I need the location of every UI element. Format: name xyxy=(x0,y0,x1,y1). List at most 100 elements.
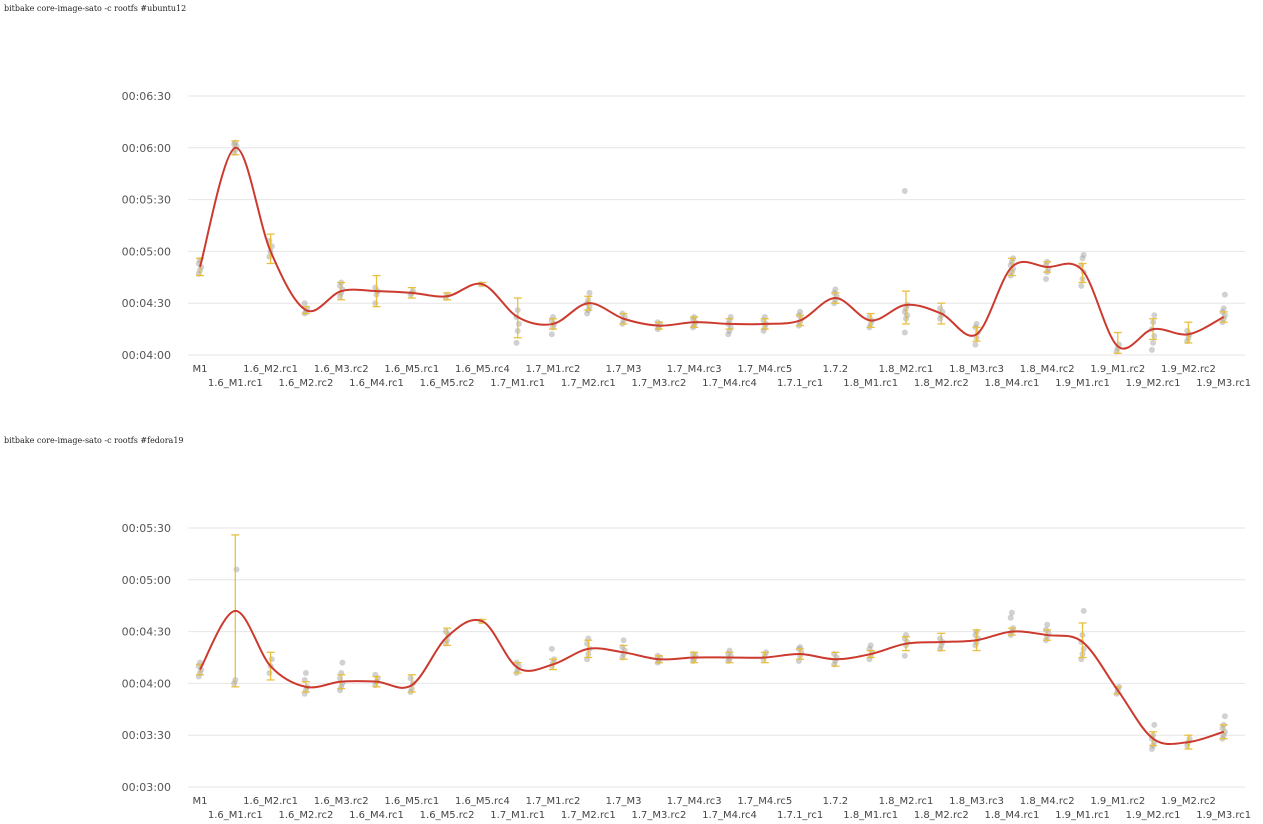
sample-point xyxy=(972,341,979,348)
sample-point xyxy=(937,305,944,312)
sample-point xyxy=(372,284,379,291)
chart-caption-ubuntu12: bitbake core-image-sato -c rootfs #ubunt… xyxy=(4,4,187,13)
x-tick-label: 1.7.2 xyxy=(823,796,848,807)
x-tick-label: 1.8_M1.rc1 xyxy=(843,810,898,821)
x-tick-label: 1.6_M5.rc2 xyxy=(420,378,475,389)
sample-point xyxy=(725,331,732,338)
x-tick-label: 1.8_M4.rc2 xyxy=(1020,796,1075,807)
error-bar xyxy=(902,290,910,325)
x-tick-label: 1.6_M1.rc1 xyxy=(208,810,263,821)
x-tick-label: 1.6_M2.rc2 xyxy=(278,810,333,821)
sample-point xyxy=(586,289,593,296)
y-tick-label: 00:03:00 xyxy=(122,781,171,794)
x-tick-label: 1.7_M4.rc5 xyxy=(737,796,792,807)
sample-point xyxy=(548,331,555,338)
x-tick-label: 1.9_M3.rc1 xyxy=(1196,810,1251,821)
x-tick-label: 1.6_M5.rc2 xyxy=(420,810,475,821)
sample-point xyxy=(901,652,908,659)
error-bar xyxy=(1078,262,1087,284)
sample-point xyxy=(1221,713,1228,720)
x-tick-label: 1.6_M5.rc1 xyxy=(384,364,439,375)
x-tick-label: 1.8_M2.rc1 xyxy=(879,364,934,375)
x-tick-label: 1.7.2 xyxy=(823,364,848,375)
x-tick-label: 1.7_M4.rc5 xyxy=(737,364,792,375)
y-tick-label: 00:04:00 xyxy=(122,677,171,690)
x-tick-label: 1.9_M2.rc1 xyxy=(1126,810,1181,821)
sample-point xyxy=(901,329,908,336)
x-tick-label: 1.9_M2.rc2 xyxy=(1161,364,1216,375)
x-tick-label: 1.7_M2.rc1 xyxy=(561,378,616,389)
sample-point xyxy=(548,645,555,652)
x-tick-label: 1.7_M1.rc2 xyxy=(526,364,581,375)
x-tick-label: 1.8_M2.rc2 xyxy=(914,810,969,821)
sample-point xyxy=(513,339,520,346)
x-tick-label: 1.9_M3.rc1 xyxy=(1196,378,1251,389)
sample-point xyxy=(301,300,308,307)
x-tick-label: 1.8_M1.rc1 xyxy=(843,378,898,389)
sample-point xyxy=(1078,282,1085,289)
sample-point xyxy=(268,656,275,663)
x-tick-label: 1.9_M1.rc1 xyxy=(1055,810,1110,821)
x-tick-label: 1.9_M1.rc1 xyxy=(1055,378,1110,389)
y-tick-label: 00:06:00 xyxy=(122,142,171,155)
sample-point xyxy=(1148,346,1155,353)
x-tick-label: 1.8_M2.rc1 xyxy=(879,796,934,807)
x-tick-label: 1.8_M2.rc2 xyxy=(914,378,969,389)
sample-point xyxy=(1080,607,1087,614)
x-tick-label: 1.6_M3.rc2 xyxy=(314,364,369,375)
x-tick-label: 1.6_M5.rc4 xyxy=(455,364,510,375)
sample-point xyxy=(515,320,522,327)
x-tick-label: 1.6_M2.rc1 xyxy=(243,364,298,375)
sample-point xyxy=(1221,291,1228,298)
x-tick-label: 1.8_M4.rc2 xyxy=(1020,364,1075,375)
sample-point xyxy=(266,670,273,677)
sample-point xyxy=(973,320,980,327)
x-tick-label: 1.6_M4.rc1 xyxy=(349,378,404,389)
sample-point xyxy=(1148,746,1155,753)
x-tick-label: 1.6_M4.rc1 xyxy=(349,810,404,821)
y-tick-label: 00:05:30 xyxy=(122,194,171,207)
sample-point xyxy=(1151,333,1158,340)
y-tick-label: 00:05:00 xyxy=(122,245,171,258)
sample-point xyxy=(1008,609,1015,616)
sample-point xyxy=(1151,721,1158,728)
error-bar xyxy=(1078,622,1087,659)
series-line xyxy=(199,609,1224,746)
y-tick-label: 00:05:00 xyxy=(122,574,171,587)
sample-point xyxy=(407,675,414,682)
error-bar xyxy=(407,674,416,693)
x-tick-label: 1.7_M2.rc1 xyxy=(561,810,616,821)
x-tick-label: M1 xyxy=(193,796,208,807)
sample-point xyxy=(832,286,839,293)
x-tick-label: 1.9_M1.rc2 xyxy=(1090,796,1145,807)
y-tick-label: 00:04:30 xyxy=(122,626,171,639)
series-line xyxy=(199,146,1225,350)
sample-point xyxy=(233,566,240,573)
x-tick-label: 1.7_M4.rc4 xyxy=(702,810,757,821)
x-tick-label: 1.7_M3 xyxy=(606,796,642,807)
sample-point xyxy=(1043,276,1049,283)
sample-point xyxy=(1079,255,1086,262)
x-tick-label: 1.7_M1.rc2 xyxy=(526,796,581,807)
x-tick-label: 1.9_M1.rc2 xyxy=(1090,364,1145,375)
y-tick-label: 00:05:30 xyxy=(122,522,171,535)
sample-point xyxy=(620,637,627,644)
sample-point xyxy=(339,659,346,666)
sample-point xyxy=(1150,339,1157,346)
sample-point xyxy=(302,670,309,677)
x-tick-label: 1.7_M1.rc1 xyxy=(490,810,545,821)
y-tick-label: 00:03:30 xyxy=(122,729,171,742)
sample-point xyxy=(1007,614,1014,621)
x-tick-label: 1.6_M1.rc1 xyxy=(208,378,263,389)
x-tick-label: 1.7_M3.rc2 xyxy=(631,378,686,389)
x-tick-label: 1.7.1_rc1 xyxy=(777,810,823,821)
chart-caption-fedora19: bitbake core-image-sato -c rootfs #fedor… xyxy=(4,436,184,445)
x-tick-label: 1.8_M4.rc1 xyxy=(984,810,1039,821)
x-tick-label: 1.9_M2.rc1 xyxy=(1126,378,1181,389)
sample-point xyxy=(337,675,343,682)
sample-point xyxy=(1220,305,1227,312)
y-tick-label: 00:04:00 xyxy=(122,349,171,362)
sample-point xyxy=(1044,621,1051,628)
x-tick-label: 1.9_M2.rc2 xyxy=(1161,796,1216,807)
sample-point xyxy=(1080,645,1087,652)
